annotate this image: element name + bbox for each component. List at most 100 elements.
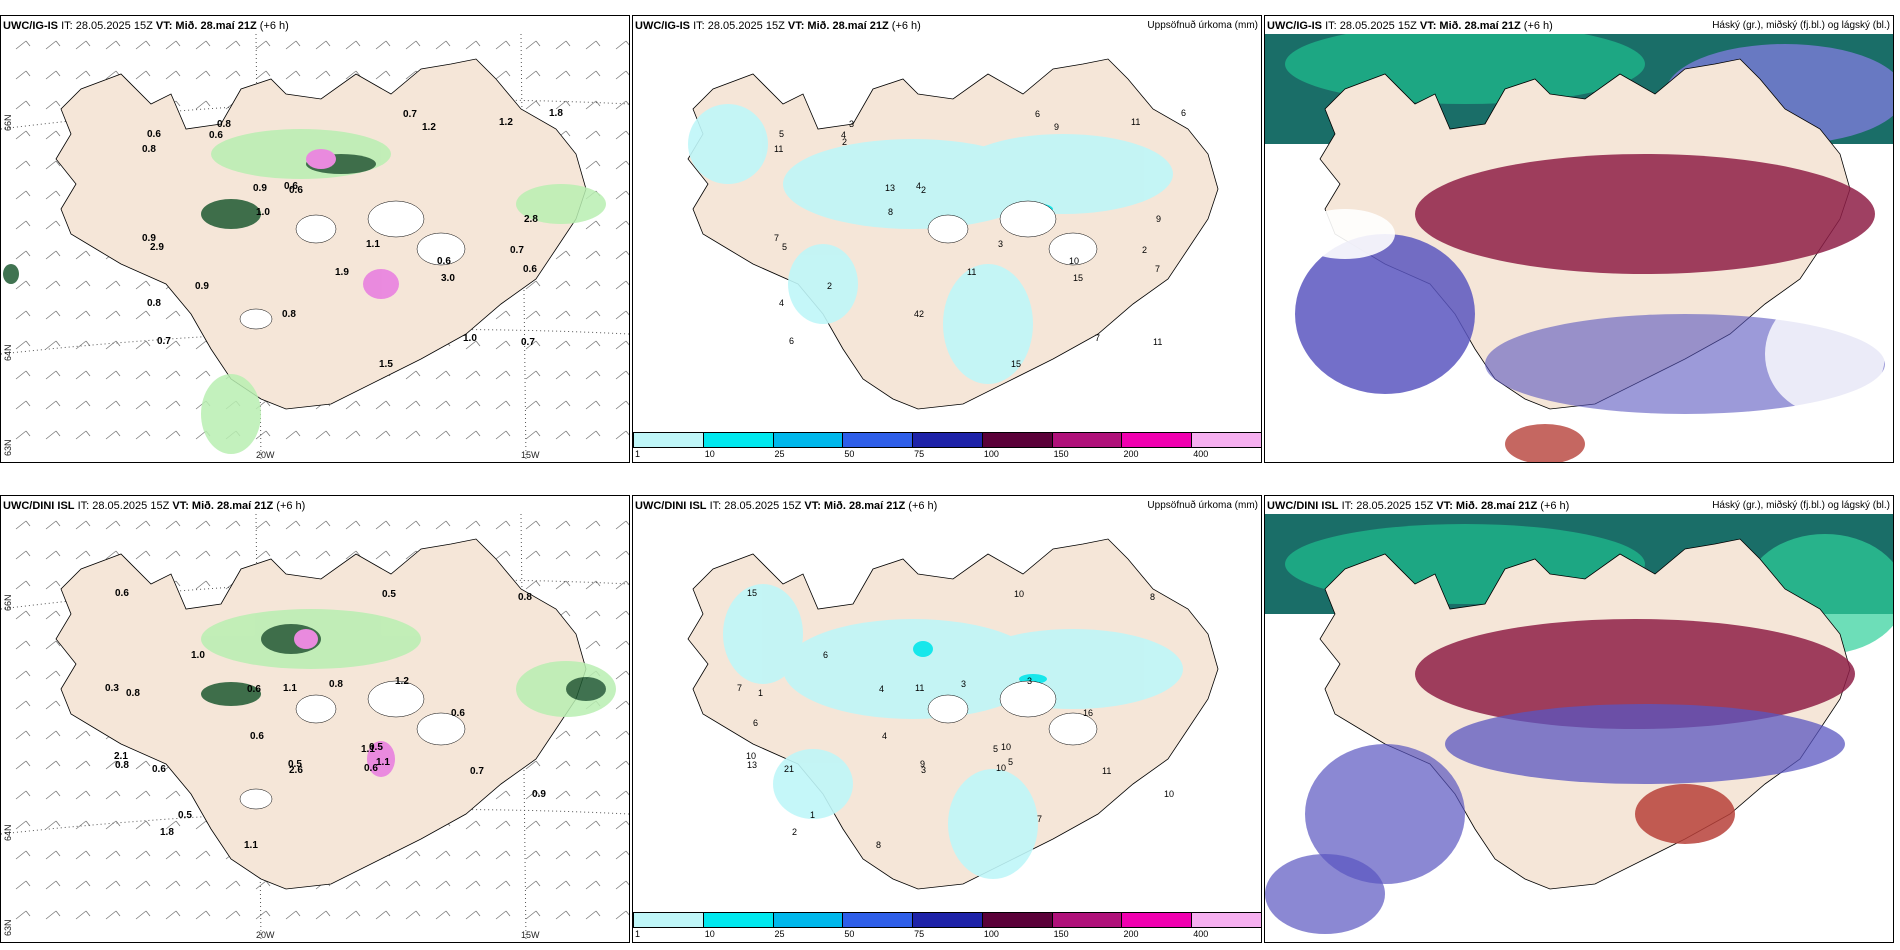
wind-barb — [345, 910, 357, 920]
wind-barb-tick — [235, 550, 241, 557]
wind-value-label: 0.7 — [403, 109, 417, 120]
wind-barb — [75, 40, 87, 50]
wind-barb — [45, 190, 57, 200]
wind-value-label: 0.6 — [437, 256, 451, 267]
colorbar-tick-label: 400 — [1193, 929, 1209, 939]
wind-barb-tick — [25, 130, 31, 137]
wind-barb — [435, 40, 447, 50]
wind-barb — [615, 610, 627, 620]
wind-barb-tick — [55, 760, 61, 767]
wind-barb-tick — [55, 610, 61, 617]
wind-barb — [525, 340, 537, 350]
wind-barb — [555, 310, 567, 320]
wind-barb — [585, 340, 597, 350]
wind-barb-tick — [145, 850, 151, 857]
wind-barb-tick — [475, 40, 481, 47]
wind-barb — [555, 850, 567, 860]
wind-barb — [525, 880, 537, 890]
wind-barb-tick — [55, 670, 61, 677]
wind-barb-tick — [565, 130, 571, 137]
precip-value-label: 3 — [921, 765, 926, 775]
colorbar-swatch — [912, 432, 983, 448]
precip-value-label: 10 — [1069, 256, 1079, 266]
wind-barb-tick — [535, 310, 541, 317]
wind-barb-tick — [25, 670, 31, 677]
wind-barb-tick — [535, 370, 541, 377]
wind-barb-tick — [355, 40, 361, 47]
lat-label: 63N — [3, 919, 13, 936]
wind-barb-tick — [355, 550, 361, 557]
wind-value-label: 0.8 — [518, 592, 532, 603]
init-time: IT: 28.05.2025 15Z — [1341, 500, 1434, 512]
wind-barb-tick — [265, 70, 271, 77]
wind-barb — [255, 880, 267, 890]
wind-barb-tick — [565, 280, 571, 287]
wind-value-label: 0.6 — [209, 130, 223, 141]
wind-barb-tick — [55, 400, 61, 407]
wind-barb — [165, 550, 177, 560]
wind-barb-tick — [325, 40, 331, 47]
wind-barb — [315, 550, 327, 560]
wind-barb-tick — [115, 400, 121, 407]
valid-time: Mið. 28.maí 21Z — [175, 20, 257, 32]
precip-value-label: 11 — [1153, 337, 1162, 347]
wind-barb — [255, 40, 267, 50]
wind-barb — [465, 880, 477, 890]
wind-value-label: 0.5 — [178, 810, 192, 821]
wind-value-label: 0.8 — [142, 144, 156, 155]
precip-value-label: 16 — [1083, 708, 1093, 718]
precip-value-label: 10 — [1001, 742, 1011, 752]
colorbar-swatch — [1191, 432, 1261, 448]
wind-value-label: 0.8 — [329, 679, 343, 690]
wind-barb-tick — [565, 250, 571, 257]
wind-barb — [585, 790, 597, 800]
wind-barb-tick — [25, 220, 31, 227]
wind-barb-tick — [565, 820, 571, 827]
precip-value-label: 13 — [747, 760, 757, 770]
precip-value-label: 4 — [779, 298, 784, 308]
wind-barb — [495, 790, 507, 800]
wind-value-label: 0.6 — [289, 185, 303, 196]
precip-value-label: 9 — [1156, 214, 1161, 224]
valid-time: Mið. 28.maí 21Z — [1439, 20, 1521, 32]
wind-barb — [15, 430, 27, 440]
wind-barb-tick — [475, 340, 481, 347]
glaciers — [927, 680, 1098, 746]
wind-barb — [45, 880, 57, 890]
wind-value-label: 0.6 — [147, 129, 161, 140]
wind-barb-tick — [25, 190, 31, 197]
wind-value-label: 0.5 — [369, 742, 383, 753]
wind-barb — [195, 520, 207, 530]
wind-barb — [615, 580, 627, 590]
wind-barb — [615, 700, 627, 710]
wind-barb — [105, 910, 117, 920]
wind-barb-tick — [505, 340, 511, 347]
wind-barb-tick — [595, 910, 601, 917]
wind-barb-tick — [25, 100, 31, 107]
wind-barb-tick — [415, 400, 421, 407]
wind-barb-tick — [595, 730, 601, 737]
wind-barb-tick — [625, 730, 629, 736]
wind-barb-tick — [85, 70, 91, 77]
wind-value-label: 2.1 — [114, 751, 128, 762]
wind-barb-tick — [175, 580, 181, 587]
precip-value-label: 8 — [888, 207, 893, 217]
wind-barb — [585, 430, 597, 440]
wind-barb-tick — [625, 880, 629, 886]
precip-value-label: 4 — [841, 130, 846, 140]
wind-barb-tick — [115, 850, 121, 857]
wind-barb — [345, 430, 357, 440]
wind-barb — [15, 790, 27, 800]
wind-barb — [345, 400, 357, 410]
wind-barb-tick — [325, 70, 331, 77]
wind-barb-tick — [85, 400, 91, 407]
wind-barb — [135, 40, 147, 50]
wind-barb-tick — [595, 820, 601, 827]
wind-barb — [375, 910, 387, 920]
wind-barb-tick — [535, 880, 541, 887]
wind-barb — [465, 370, 477, 380]
panel-title: UWC/IG-IS IT: 28.05.2025 15Z VT: Mið. 28… — [1267, 20, 1553, 32]
wind-barb — [255, 520, 267, 530]
wind-barb — [435, 850, 447, 860]
wind-barb — [615, 910, 627, 920]
